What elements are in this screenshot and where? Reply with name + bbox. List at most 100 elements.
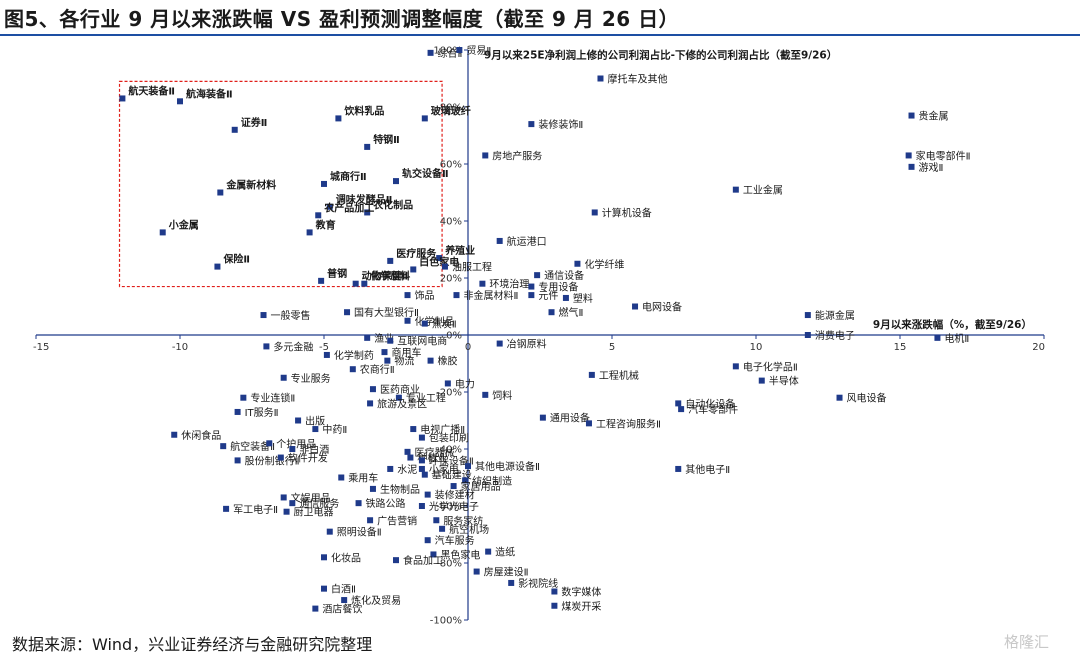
point-marker [159, 229, 166, 236]
point-label: 风电设备 [847, 392, 887, 405]
point-label: 广告营销 [377, 514, 417, 527]
point-label: 数字媒体 [561, 586, 601, 599]
point-label: 服务家纺 [443, 514, 483, 527]
y-tick-label: -20% [436, 388, 462, 399]
point-marker [496, 340, 503, 347]
watermark: 格隆汇 [1004, 633, 1050, 651]
point-label: 航空装备Ⅱ [230, 440, 275, 453]
point-label: 炼化及贸易 [351, 594, 401, 607]
point-label: 文娱用品 [291, 491, 331, 504]
point-label: 一般零售 [271, 309, 311, 322]
point-label: 生物制品 [380, 483, 420, 496]
point-label: 工程机械 [599, 369, 639, 382]
point-label: 养殖业 [444, 244, 475, 257]
point-label: 中药Ⅱ [322, 423, 347, 436]
y-tick-label: 100% [433, 46, 462, 57]
point-label: 摩托车及其他 [607, 73, 667, 86]
point-label: 油服工程 [452, 261, 492, 274]
point-marker [283, 508, 290, 515]
point-marker [418, 434, 425, 441]
y-tick-label: 20% [440, 274, 462, 285]
point-label: 装修建材 [435, 489, 475, 502]
point-marker [393, 557, 399, 564]
point-marker [387, 257, 394, 264]
point-marker [355, 500, 362, 507]
point-marker [441, 263, 448, 270]
point-label: 装修装饰Ⅱ [538, 118, 583, 131]
point-label: 非白酒 [299, 443, 329, 456]
point-label: IT服务Ⅱ [245, 406, 279, 419]
point-label: 医疗服务 [396, 247, 437, 260]
point-label: 燃气Ⅱ [559, 306, 584, 319]
point-label: 通信设备 [544, 269, 584, 282]
point-marker [456, 47, 463, 53]
point-marker [482, 152, 489, 159]
point-marker [453, 292, 460, 299]
point-marker [732, 186, 739, 193]
point-marker [908, 163, 915, 170]
point-label: 电力 [455, 377, 475, 390]
point-label: 环境治理 [489, 278, 529, 291]
point-marker [280, 374, 287, 381]
point-marker [427, 357, 434, 364]
point-marker [369, 485, 376, 492]
y-tick-label: -60% [436, 502, 462, 513]
point-label: 股份制银行Ⅱ [245, 454, 300, 467]
point-marker [632, 303, 639, 310]
point-marker [424, 491, 431, 498]
point-label: 农商行Ⅱ [360, 363, 395, 376]
point-label: 纺织制造 [472, 474, 512, 487]
point-marker [591, 209, 598, 216]
point-marker [421, 320, 428, 327]
point-marker [323, 351, 330, 358]
point-label: 化学制药 [334, 349, 374, 362]
point-marker [539, 414, 546, 421]
point-marker [364, 143, 371, 150]
point-label: 化妆品 [331, 551, 361, 564]
point-marker [804, 312, 811, 319]
point-label: 冶钢原料 [507, 338, 547, 351]
point-label: 包装印刷 [429, 432, 469, 445]
point-label: 工程咨询服务Ⅱ [596, 417, 661, 430]
point-marker [321, 585, 327, 592]
point-label: 专业服务 [291, 372, 331, 385]
point-marker [485, 548, 492, 555]
y-axis-title: 9月以来25E净利润上修的公司利润占比-下修的公司利润占比（截至9/26） [484, 49, 837, 62]
point-label: 旅游及景区 [377, 397, 427, 410]
point-marker [220, 443, 227, 450]
point-label: 黑色家电 [440, 548, 480, 561]
point-marker [424, 537, 431, 544]
y-tick-label: -80% [436, 559, 462, 570]
point-label: 焦炭Ⅱ [432, 318, 457, 331]
point-label: 小家电 [429, 463, 459, 476]
point-marker [341, 597, 348, 604]
point-label: 厨卫电器 [294, 506, 334, 519]
point-marker [321, 180, 327, 187]
point-label: 城商行Ⅱ [330, 170, 367, 183]
point-label: 基础建设 [432, 469, 472, 482]
point-marker [312, 426, 319, 433]
point-marker [295, 417, 302, 424]
x-tick-label: 15 [894, 342, 907, 353]
y-tick-label: -100% [430, 616, 462, 627]
x-tick-label: 0 [465, 342, 471, 353]
point-label: 航天装备Ⅱ [128, 84, 175, 97]
point-marker [234, 408, 241, 415]
y-tick-label: 0% [446, 331, 462, 342]
point-label: 动物保健Ⅱ [362, 270, 409, 283]
point-marker [465, 463, 471, 470]
point-marker [381, 349, 388, 356]
x-ticks: -15 -10 -5 0 5 10 15 20 [33, 335, 1045, 353]
point-label: 半导体 [769, 375, 799, 388]
x-tick-label: -5 [319, 342, 329, 353]
point-marker [217, 189, 224, 196]
point-marker [280, 494, 287, 501]
point-marker [338, 474, 345, 481]
point-label: 休闲食品 [181, 429, 221, 442]
x-axis-title: 9月以来涨跌幅（%，截至9/26） [873, 318, 1032, 331]
point-marker [574, 260, 581, 267]
point-marker [326, 528, 333, 535]
point-label: 专业连锁Ⅱ [250, 392, 295, 405]
point-label: 白酒Ⅱ [331, 583, 356, 596]
point-marker [758, 377, 765, 384]
